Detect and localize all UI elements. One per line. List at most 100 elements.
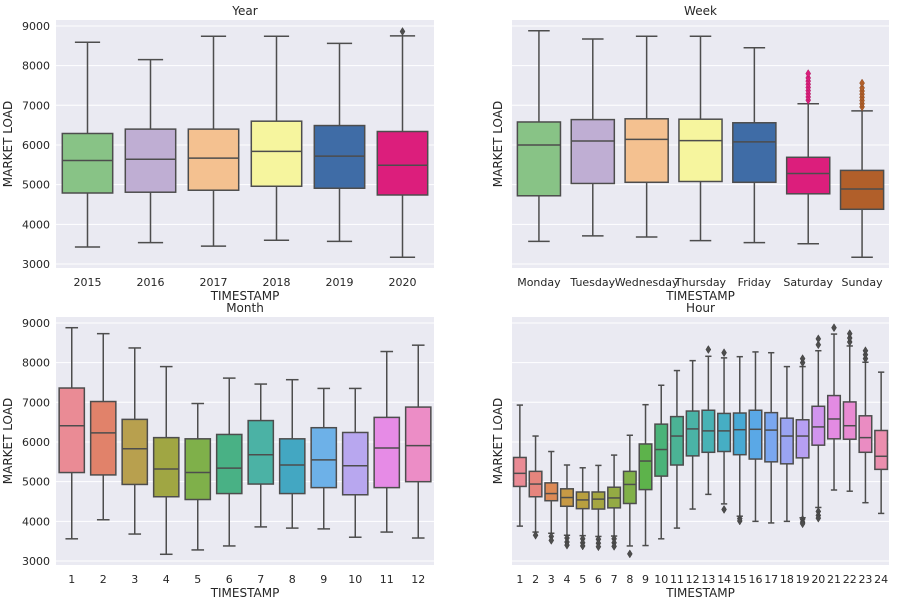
box-9	[310, 387, 338, 530]
x-tick-label: 10	[348, 573, 362, 586]
box-body	[152, 436, 180, 498]
x-tick-label: 2018	[263, 276, 291, 289]
chart-title: Week	[684, 4, 717, 18]
box-body	[124, 128, 177, 193]
x-axis-label: TIMESTAMP	[210, 289, 280, 303]
x-tick-label: 2017	[200, 276, 228, 289]
box-body	[842, 401, 857, 440]
x-tick-label: 9	[642, 573, 649, 586]
x-tick-label: Sunday	[841, 276, 883, 289]
box-Friday	[732, 47, 777, 244]
box-10	[654, 384, 669, 540]
box-body	[858, 415, 873, 454]
x-tick-label: 11	[380, 573, 394, 586]
box-body	[313, 124, 366, 189]
box-body	[544, 482, 559, 502]
box-body	[215, 433, 243, 495]
box-body	[61, 132, 114, 194]
outlier	[815, 340, 822, 350]
box-Monday	[516, 29, 562, 243]
x-tick-label: 17	[764, 573, 778, 586]
box-5	[184, 402, 212, 551]
box-8	[278, 378, 306, 529]
x-tick-label: Saturday	[783, 276, 833, 289]
x-tick-label: Thursday	[674, 276, 727, 289]
x-tick-label: 8	[626, 573, 633, 586]
outlier	[548, 535, 555, 545]
box-8	[622, 434, 637, 559]
x-tick-label: 18	[780, 573, 794, 586]
x-tick-label: 12	[686, 573, 700, 586]
box-body	[404, 406, 432, 483]
x-tick-label: 23	[858, 573, 872, 586]
box-2016	[124, 58, 177, 244]
outlier	[859, 83, 865, 93]
box-5	[575, 467, 590, 551]
y-tick-label: 3000	[22, 555, 50, 568]
outlier	[532, 530, 539, 540]
plot-background	[56, 317, 434, 565]
y-tick-label: 4000	[22, 218, 50, 231]
y-tick-label: 5000	[22, 476, 50, 489]
y-axis-label: MARKET LOAD	[1, 101, 15, 187]
x-tick-label: 3	[548, 573, 555, 586]
box-Saturday	[785, 69, 831, 245]
outlier	[595, 542, 602, 552]
x-tick-label: 2015	[74, 276, 102, 289]
box-6	[591, 464, 606, 552]
box-2017	[187, 35, 240, 247]
box-2019	[313, 42, 366, 243]
outlier	[846, 329, 853, 339]
box-body	[839, 169, 885, 211]
x-tick-label: 14	[717, 573, 731, 586]
box-2018	[250, 35, 303, 241]
box-24	[874, 371, 889, 515]
box-1	[512, 404, 527, 527]
x-tick-label: 6	[226, 573, 233, 586]
box-2020	[376, 27, 429, 259]
box-2	[528, 435, 543, 540]
box-7	[607, 454, 622, 551]
x-tick-label: Wednesday	[615, 276, 679, 289]
box-body	[121, 418, 149, 486]
x-tick-label: 5	[579, 573, 586, 586]
box-19	[795, 354, 810, 529]
box-9	[638, 403, 653, 547]
box-body	[278, 438, 306, 495]
outlier	[399, 27, 406, 36]
y-tick-label: 5000	[22, 179, 50, 192]
box-body	[624, 118, 669, 184]
y-tick-label: 8000	[22, 60, 50, 73]
box-12	[404, 344, 432, 539]
box-body	[512, 456, 527, 488]
box-body	[58, 387, 86, 474]
plot-background	[56, 20, 434, 268]
box-body	[622, 470, 637, 505]
box-3	[121, 347, 149, 535]
box-1	[58, 326, 86, 540]
box-body	[732, 412, 747, 456]
y-tick-label: 9000	[22, 20, 50, 33]
x-tick-label: 15	[733, 573, 747, 586]
y-tick-label: 4000	[22, 515, 50, 528]
y-tick-label: 8000	[22, 357, 50, 370]
box-17	[764, 351, 779, 524]
box-16	[748, 351, 763, 523]
outlier	[799, 354, 806, 364]
outlier	[705, 345, 712, 355]
box-21	[826, 323, 842, 491]
plot-background	[512, 317, 889, 565]
x-tick-label: 5	[194, 573, 201, 586]
y-axis-label: MARKET LOAD	[491, 101, 505, 187]
x-tick-label: Tuesday	[569, 276, 615, 289]
box-body	[591, 491, 606, 510]
x-tick-label: 3	[131, 573, 138, 586]
outlier	[799, 519, 806, 529]
box-12	[685, 359, 700, 510]
x-tick-label: 1	[68, 573, 75, 586]
outlier	[579, 541, 586, 551]
box-22	[842, 329, 857, 492]
outlier	[805, 69, 812, 79]
